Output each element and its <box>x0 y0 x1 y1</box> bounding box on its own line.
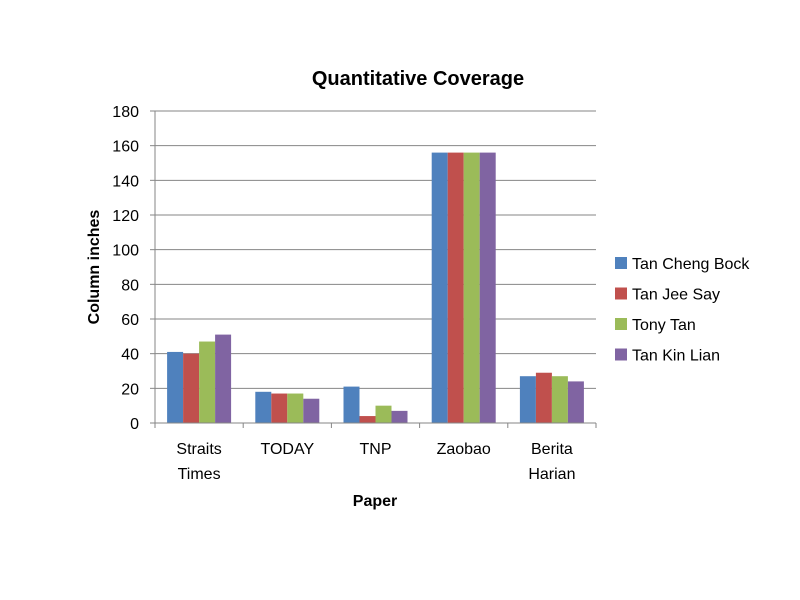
legend-label: Tan Cheng Bock <box>632 256 750 273</box>
bar <box>359 416 376 423</box>
bar <box>463 152 480 423</box>
y-tick-label: 160 <box>112 139 139 156</box>
axes <box>154 111 597 428</box>
y-tick-label: 120 <box>112 208 139 225</box>
x-tick-label: Straits <box>176 441 221 458</box>
legend: Tan Cheng Bock Tan Jee Say Tony Tan Tan Kin… <box>615 256 750 365</box>
bar <box>535 372 552 423</box>
y-tick-label: 0 <box>130 416 139 433</box>
legend-swatch <box>615 318 627 330</box>
y-tick-label: 80 <box>121 277 139 294</box>
y-tick-label: 100 <box>112 243 139 260</box>
x-axis-title: Paper <box>353 493 397 510</box>
bar <box>567 381 584 423</box>
bar <box>375 405 392 423</box>
bar <box>199 341 216 423</box>
bar <box>391 410 408 423</box>
y-tick-label: 140 <box>112 173 139 190</box>
bar <box>255 391 272 423</box>
y-axis-title: Column inches <box>86 210 103 325</box>
legend-label: Tony Tan <box>632 317 696 334</box>
x-tick-label: Harian <box>528 466 575 483</box>
bar <box>551 376 568 423</box>
x-tick-label: Times <box>178 466 221 483</box>
bar <box>303 398 320 423</box>
legend-swatch <box>615 257 627 269</box>
y-tick-label: 40 <box>121 347 139 364</box>
x-tick-label: Berita <box>531 441 573 458</box>
y-tick-label: 180 <box>112 104 139 121</box>
bar <box>343 386 360 423</box>
y-tick-labels: 0 20 40 60 80 100 120 140 160 180 <box>112 104 139 433</box>
legend-label: Tan Kin Lian <box>632 348 720 365</box>
bar <box>519 376 536 423</box>
legend-swatch <box>615 287 627 300</box>
bar <box>287 393 304 423</box>
x-tick-labels: Straits Times TODAY TNP Zaobao Berita Harian <box>176 441 575 483</box>
chart-title: Quantitative Coverage <box>312 68 524 90</box>
bar <box>183 353 200 423</box>
bar <box>431 152 448 423</box>
x-tick-label: TODAY <box>260 441 314 458</box>
bars <box>167 152 584 423</box>
bar <box>447 152 464 423</box>
legend-label: Tan Jee Say <box>632 287 720 304</box>
bar <box>215 334 232 423</box>
bar <box>167 351 184 423</box>
x-tick-label: TNP <box>360 441 392 458</box>
bar <box>271 393 288 423</box>
x-tick-label: Zaobao <box>437 441 491 458</box>
bar <box>479 152 496 423</box>
y-tick-label: 20 <box>121 381 139 398</box>
y-tick-label: 60 <box>121 312 139 329</box>
legend-swatch <box>615 348 627 361</box>
